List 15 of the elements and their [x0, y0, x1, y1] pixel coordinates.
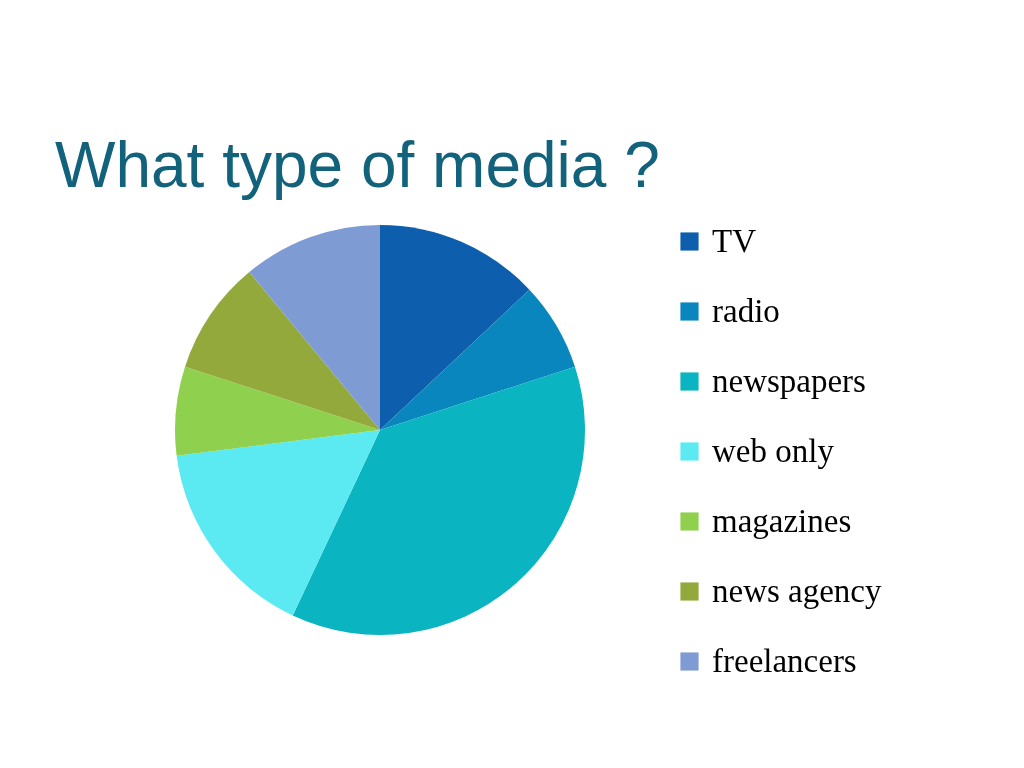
pie-slice — [249, 225, 380, 430]
legend-label: news agency — [712, 572, 883, 609]
legend-label: TV — [712, 222, 757, 259]
legend-label: magazines — [712, 502, 852, 539]
legend-label: freelancers — [712, 642, 857, 679]
legend-label: radio — [712, 292, 780, 329]
legend-label: newspapers — [712, 362, 866, 399]
pie-slice — [292, 366, 585, 635]
pie-slice — [176, 430, 380, 616]
pie-slice — [380, 225, 530, 430]
pie-slice — [175, 366, 380, 456]
chart-title: What type of media ? — [55, 129, 660, 201]
pie-slice — [380, 289, 575, 430]
pie-slice — [185, 272, 380, 430]
legend-label: web only — [712, 432, 835, 469]
